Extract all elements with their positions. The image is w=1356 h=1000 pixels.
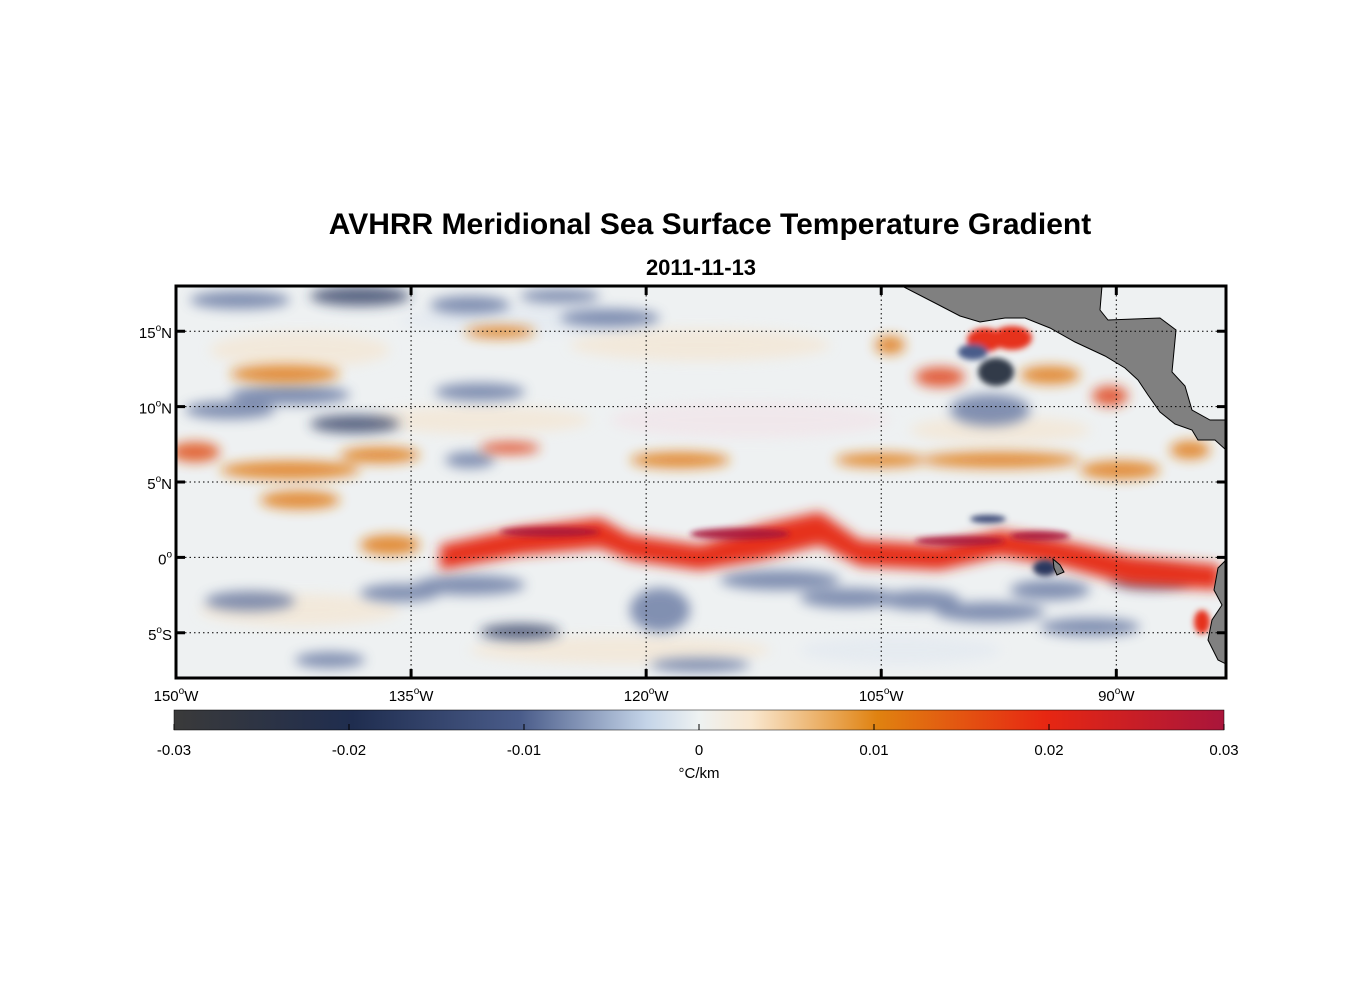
colorbar-tick-label: 0.01 bbox=[859, 742, 888, 759]
map-subtitle: 2011-11-13 bbox=[646, 255, 756, 280]
map-area bbox=[176, 286, 1226, 678]
lon-tick-label: 120oW bbox=[624, 686, 670, 705]
lat-tick-label: 5oN bbox=[147, 474, 172, 493]
lon-tick-number: 150 bbox=[154, 688, 179, 705]
degree-sign: o bbox=[156, 625, 162, 636]
lon-tick-label: 135oW bbox=[389, 686, 435, 705]
lon-tick-hemisphere: W bbox=[889, 688, 904, 705]
lat-tick-hemisphere: N bbox=[161, 476, 172, 493]
lon-tick-label: 90oW bbox=[1098, 686, 1135, 705]
lat-tick-hemisphere: S bbox=[162, 627, 172, 644]
degree-sign: o bbox=[156, 474, 162, 485]
degree-sign: o bbox=[156, 399, 162, 410]
lat-tick-label: 15oN bbox=[139, 323, 172, 342]
lat-tick-number: 5 bbox=[148, 627, 156, 644]
lat-tick-label: 10oN bbox=[139, 399, 172, 418]
colorbar-tick-label: -0.01 bbox=[507, 742, 541, 759]
colorbar-ticks: -0.03 -0.02 -0.01 0 0.01 0.02 0.03 bbox=[157, 724, 1239, 759]
frame-ticks bbox=[174, 286, 1226, 678]
lat-tick-number: 15 bbox=[139, 325, 156, 342]
degree-sign: o bbox=[166, 549, 172, 560]
lat-tick-number: 5 bbox=[147, 476, 155, 493]
degree-sign: o bbox=[1115, 686, 1121, 697]
lon-tick-number: 105 bbox=[859, 688, 884, 705]
lon-tick-number: 135 bbox=[389, 688, 414, 705]
colorbar-tick-label: 0 bbox=[695, 742, 703, 759]
degree-sign: o bbox=[414, 686, 420, 697]
lat-tick-hemisphere: N bbox=[161, 325, 172, 342]
degree-sign: o bbox=[884, 686, 890, 697]
colorbar: -0.03 -0.02 -0.01 0 0.01 0.02 0.03 °C/km bbox=[157, 709, 1239, 782]
lon-tick-number: 90 bbox=[1098, 688, 1115, 705]
degree-sign: o bbox=[649, 686, 655, 697]
map-title: AVHRR Meridional Sea Surface Temperature… bbox=[329, 208, 1091, 241]
longitude-labels: 150oW 135oW 120oW 105oW 90oW bbox=[154, 686, 1136, 705]
lon-tick-hemisphere: W bbox=[654, 688, 669, 705]
colorbar-tick-label: 0.02 bbox=[1034, 742, 1063, 759]
lat-tick-number: 0 bbox=[158, 551, 166, 568]
lat-tick-label: 0o bbox=[158, 549, 172, 568]
land-central-america bbox=[901, 286, 1226, 451]
lon-tick-hemisphere: W bbox=[1120, 688, 1135, 705]
lon-tick-hemisphere: W bbox=[419, 688, 434, 705]
gradient-field bbox=[176, 286, 1220, 672]
lat-tick-hemisphere: N bbox=[161, 401, 172, 418]
lon-tick-label: 150oW bbox=[154, 686, 200, 705]
colorbar-tick-label: 0.03 bbox=[1209, 742, 1238, 759]
colorbar-label: °C/km bbox=[679, 765, 720, 782]
lat-tick-label: 5oS bbox=[148, 625, 172, 644]
degree-sign: o bbox=[156, 323, 162, 334]
lon-tick-number: 120 bbox=[624, 688, 649, 705]
degree-sign: o bbox=[179, 686, 185, 697]
lat-tick-number: 10 bbox=[139, 401, 156, 418]
lon-tick-hemisphere: W bbox=[184, 688, 199, 705]
colorbar-tick-label: -0.03 bbox=[157, 742, 191, 759]
colorbar-tick-label: -0.02 bbox=[332, 742, 366, 759]
land-galapagos bbox=[1052, 557, 1065, 576]
lon-tick-label: 105oW bbox=[859, 686, 905, 705]
land-south-america bbox=[1207, 559, 1226, 665]
